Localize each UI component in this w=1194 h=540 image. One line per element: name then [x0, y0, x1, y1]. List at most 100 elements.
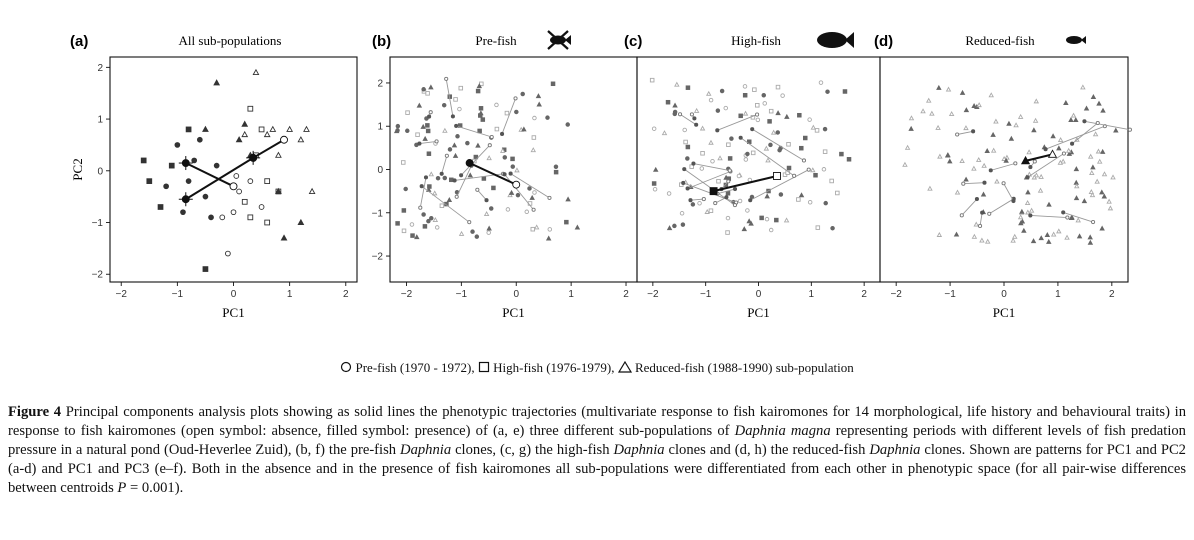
caption-text-1: Principal components analysis plots show…: [8, 404, 1186, 439]
data-point: [393, 128, 400, 134]
data-point: [842, 89, 848, 94]
data-point: [724, 195, 729, 200]
data-point: [1089, 169, 1095, 175]
data-point: [1096, 100, 1102, 106]
data-point: [806, 167, 811, 172]
data-point: [565, 122, 570, 127]
caption-italic-2: Daphnia: [400, 442, 452, 458]
data-point: [988, 168, 993, 173]
data-point: [457, 106, 462, 112]
data-point: [1056, 145, 1062, 151]
data-point: [452, 152, 459, 158]
data-point: [759, 215, 764, 221]
data-point: [688, 198, 693, 203]
data-point: [459, 173, 464, 178]
data-point: [432, 217, 439, 223]
data-point: [458, 230, 465, 236]
data-point: [446, 197, 453, 203]
centroid-open: [229, 182, 238, 191]
centroid-open: [773, 172, 781, 180]
data-point: [520, 91, 525, 97]
data-point: [745, 151, 750, 157]
data-point: [980, 191, 987, 197]
chart-panel-1: (a) All sub-populations −2 −1 0 1 2 −2 −1 0 1 2 PC1 P…: [70, 33, 358, 320]
data-point: [729, 136, 734, 141]
data-point: [815, 225, 821, 230]
data-point: [727, 168, 732, 173]
data-point: [717, 155, 723, 161]
data-point: [959, 213, 964, 218]
data-point: [484, 198, 489, 203]
data-point: [535, 93, 542, 99]
data-point: [963, 125, 969, 131]
centroid-filled: [465, 159, 474, 167]
data-point: [988, 92, 994, 98]
data-point: [685, 156, 690, 161]
data-point: [275, 187, 282, 194]
clone-trajectory: [957, 130, 974, 135]
legend-item-reduced-fish: Reduced-fish (1988-1990) sub-population: [634, 360, 854, 375]
data-point: [429, 215, 434, 221]
data-point: [400, 160, 406, 165]
data-point: [990, 147, 997, 153]
caption-text-3: clones, (c, g) the high-fish: [451, 442, 614, 458]
data-point: [982, 180, 987, 185]
data-point: [780, 93, 785, 98]
data-point: [971, 103, 977, 109]
x-tick-label: −1: [172, 289, 184, 300]
clone-trajectory: [693, 163, 730, 172]
y-tick-label: −1: [372, 208, 384, 219]
data-point: [692, 116, 697, 121]
data-point: [987, 211, 992, 216]
data-point: [846, 157, 852, 162]
data-point: [1031, 174, 1038, 180]
clone-trajectory: [1063, 211, 1094, 223]
data-point: [475, 88, 481, 94]
data-point: [513, 96, 518, 101]
data-point: [422, 135, 428, 141]
data-point: [510, 156, 515, 162]
data-point: [275, 151, 282, 158]
data-point: [651, 126, 657, 131]
data-point: [829, 178, 834, 184]
data-point: [1076, 233, 1083, 239]
data-point: [504, 110, 510, 116]
data-point: [486, 225, 492, 231]
data-point: [925, 97, 932, 103]
data-point: [1006, 120, 1012, 126]
data-point: [835, 190, 840, 196]
data-point: [241, 120, 249, 127]
data-point: [258, 204, 265, 210]
data-point: [1021, 227, 1027, 233]
caption-text-4: clones and (d, h) the reduced-fish: [664, 442, 870, 458]
data-point: [202, 193, 209, 200]
clone-trajectory: [717, 188, 736, 195]
data-point: [689, 164, 694, 169]
data-point: [1106, 198, 1112, 204]
data-point: [421, 87, 426, 92]
data-point: [395, 221, 400, 226]
data-point: [908, 125, 914, 131]
data-point: [755, 103, 760, 108]
clone-trajectory: [456, 165, 472, 197]
data-point: [409, 222, 415, 227]
data-point: [157, 204, 164, 210]
data-point: [1017, 113, 1024, 119]
data-point: [476, 83, 483, 89]
centroid-trajectory: [1025, 153, 1053, 162]
data-point: [705, 90, 712, 96]
data-point: [529, 194, 535, 200]
legend: Pre-fish (1970 - 1972), High-fish (1976-…: [0, 360, 1194, 377]
data-point: [971, 129, 976, 134]
clone-trajectory: [476, 189, 487, 201]
data-point: [1087, 153, 1094, 159]
data-point: [713, 201, 718, 206]
data-point: [1032, 159, 1037, 164]
data-point: [444, 76, 449, 81]
data-point: [1088, 189, 1095, 195]
data-point: [502, 172, 507, 177]
data-point: [947, 158, 953, 164]
caption-italic-3: Daphnia: [613, 442, 665, 458]
data-point: [1110, 174, 1116, 180]
data-point: [649, 77, 655, 83]
